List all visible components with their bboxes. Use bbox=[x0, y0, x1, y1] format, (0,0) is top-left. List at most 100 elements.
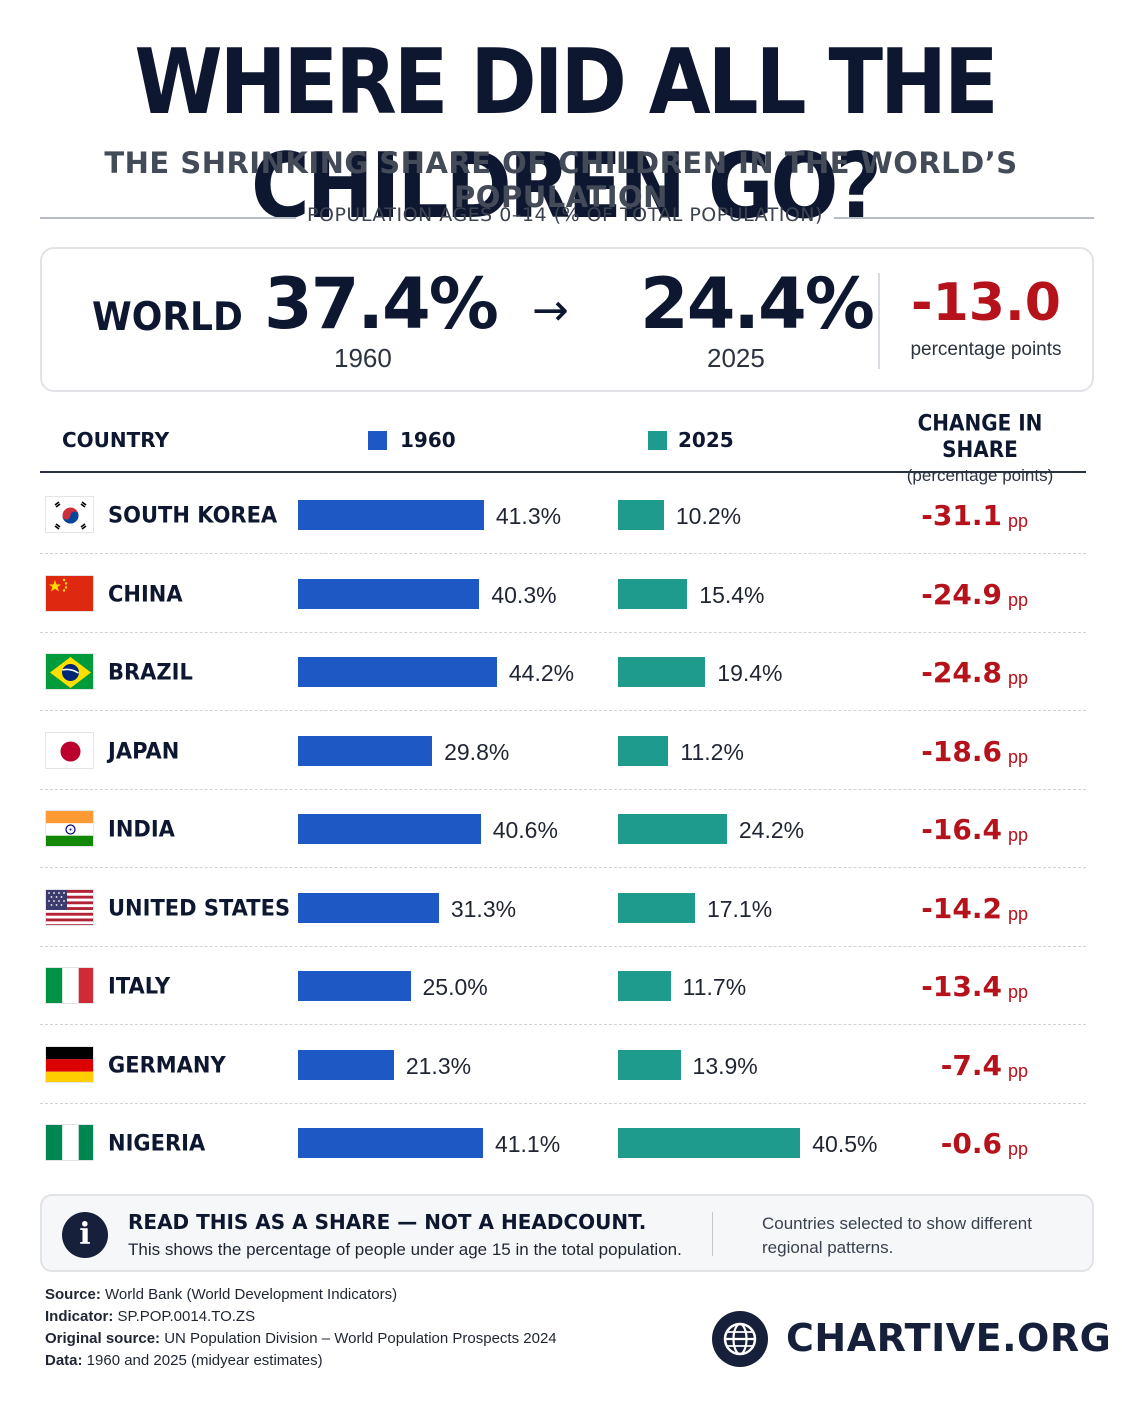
change-value: -24.8 bbox=[921, 656, 1002, 689]
note-side-text: Countries selected to show different reg… bbox=[762, 1214, 1032, 1257]
bar-2025 bbox=[618, 578, 688, 609]
divider bbox=[834, 217, 1094, 219]
table-row: NIGERIA 41.1% 40.5% pp -0.6 bbox=[40, 1103, 1086, 1182]
change-value: -31.1 bbox=[921, 499, 1002, 532]
note-title: READ THIS AS A SHARE — NOT A HEADCOUNT. bbox=[128, 1210, 647, 1234]
bar-1960 bbox=[298, 1049, 394, 1080]
country-name: INDIA bbox=[108, 816, 175, 842]
bar-1960 bbox=[298, 657, 497, 687]
country-name: JAPAN bbox=[108, 737, 180, 764]
table-row: ITALY 25.0% 11.7% pp -13.4 bbox=[40, 946, 1086, 1025]
original-source-value: UN Population Division – World Populatio… bbox=[160, 1330, 557, 1347]
world-year-2025: 2025 bbox=[707, 343, 765, 373]
world-label: WORLD bbox=[92, 294, 243, 341]
indicator-code-label: Indicator: bbox=[45, 1308, 114, 1325]
original-source-line: Original source: UN Population Division … bbox=[45, 1330, 557, 1347]
change-value: -0.6 bbox=[940, 1127, 1002, 1160]
data-line: Data: 1960 and 2025 (midyear estimates) bbox=[45, 1352, 323, 1369]
table-row: BRAZIL 44.2% 19.4% pp -24.8 bbox=[40, 632, 1086, 711]
legend-label-1960: 1960 bbox=[400, 428, 456, 452]
data-label: Data: bbox=[45, 1352, 83, 1369]
legend-swatch-1960 bbox=[368, 431, 387, 450]
country-name: CHINA bbox=[108, 580, 183, 607]
column-header-change: CHANGE IN SHARE (percentage points) bbox=[880, 410, 1080, 486]
bar-label-1960: 21.3% bbox=[405, 1052, 472, 1079]
indicator-header: POPULATION AGES 0–14 (% OF TOTAL POPULAT… bbox=[40, 204, 1094, 230]
india-flag-icon bbox=[45, 810, 94, 847]
bar-2025 bbox=[618, 735, 669, 766]
change-value: -7.4 bbox=[940, 1048, 1002, 1082]
bar-label-2025: 11.7% bbox=[682, 974, 747, 1000]
change-unit: pp bbox=[1007, 1060, 1028, 1081]
world-change-value: -13.0 bbox=[911, 273, 1061, 333]
bar-label-1960: 44.2% bbox=[508, 660, 575, 686]
source-line: Source: World Bank (World Development In… bbox=[45, 1286, 397, 1303]
column-header-change-subtitle: (percentage points) bbox=[906, 466, 1054, 485]
bar-label-2025: 15.4% bbox=[699, 581, 765, 608]
bar-label-2025: 19.4% bbox=[717, 660, 783, 686]
country-name: UNITED STATES bbox=[108, 894, 291, 921]
country-name: BRAZIL bbox=[108, 659, 193, 685]
note-box: i READ THIS AS A SHARE — NOT A HEADCOUNT… bbox=[40, 1194, 1094, 1272]
change-unit: pp bbox=[1007, 746, 1028, 767]
change-unit: pp bbox=[1007, 982, 1028, 1002]
country-name: GERMANY bbox=[108, 1051, 226, 1078]
change-value: -18.6 bbox=[921, 734, 1002, 768]
bar-2025 bbox=[618, 892, 695, 923]
bar-1960 bbox=[298, 814, 481, 844]
divider bbox=[712, 1212, 713, 1256]
change-value: -24.9 bbox=[921, 577, 1002, 611]
indicator-code-value: SP.POP.0014.TO.ZS bbox=[113, 1308, 256, 1325]
legend-swatch-2025 bbox=[648, 431, 667, 450]
page-title: WHERE DID ALL THE CHILDREN GO? bbox=[134, 30, 998, 239]
header-rule bbox=[40, 471, 1086, 473]
bar-1960 bbox=[298, 892, 439, 923]
bar-label-1960: 41.1% bbox=[494, 1131, 561, 1157]
bar-label-2025: 11.2% bbox=[680, 738, 744, 765]
country-name: ITALY bbox=[108, 973, 171, 999]
source-value: World Bank (World Development Indicators… bbox=[100, 1286, 398, 1303]
table-row: INDIA 40.6% 24.2% pp -16.4 bbox=[40, 789, 1086, 868]
change-value: -13.4 bbox=[921, 970, 1002, 1003]
japan-flag-icon bbox=[45, 731, 94, 769]
bar-2025 bbox=[618, 814, 727, 844]
south-korea-flag-icon bbox=[45, 496, 94, 533]
indicator-line: Indicator: SP.POP.0014.TO.ZS bbox=[45, 1308, 255, 1325]
change-value: -14.2 bbox=[921, 891, 1002, 925]
italy-flag-icon bbox=[45, 967, 94, 1004]
change-unit: pp bbox=[1007, 589, 1028, 610]
change-unit: pp bbox=[1007, 825, 1028, 845]
table-row: GERMANY 21.3% 13.9% pp -7.4 bbox=[40, 1025, 1086, 1104]
world-value-2025: 24.4% bbox=[640, 263, 875, 345]
divider bbox=[878, 273, 880, 369]
arrow-right-icon: → bbox=[532, 285, 569, 336]
bar-label-1960: 25.0% bbox=[422, 974, 488, 1000]
change-unit: pp bbox=[1007, 903, 1028, 924]
change-unit: pp bbox=[1007, 511, 1028, 531]
bar-label-1960: 41.3% bbox=[495, 503, 562, 529]
page-subtitle: THE SHRINKING SHARE OF CHILDREN IN THE W… bbox=[104, 146, 1018, 214]
divider bbox=[40, 217, 296, 219]
bar-label-1960: 40.3% bbox=[491, 581, 557, 608]
data-value: 1960 and 2025 (midyear estimates) bbox=[82, 1352, 323, 1369]
table-row: SOUTH KOREA 41.3% 10.2% pp -31.1 bbox=[40, 475, 1086, 554]
bar-label-1960: 31.3% bbox=[450, 895, 517, 922]
bar-label-1960: 29.8% bbox=[444, 738, 510, 765]
bar-label-2025: 24.2% bbox=[738, 817, 805, 843]
country-name: NIGERIA bbox=[108, 1130, 206, 1156]
info-icon: i bbox=[62, 1212, 108, 1258]
column-header-country: COUNTRY bbox=[62, 428, 170, 452]
bar-label-2025: 40.5% bbox=[812, 1131, 878, 1157]
world-year-1960: 1960 bbox=[334, 343, 392, 373]
bar-1960 bbox=[298, 971, 411, 1001]
legend-label-2025: 2025 bbox=[678, 428, 734, 452]
bar-1960 bbox=[298, 500, 484, 530]
bar-1960 bbox=[298, 735, 433, 766]
country-name: SOUTH KOREA bbox=[108, 502, 278, 528]
bar-1960 bbox=[298, 578, 480, 609]
source-label: Source: bbox=[45, 1286, 101, 1303]
world-value-1960: 37.4% bbox=[264, 263, 499, 345]
original-source-label: Original source: bbox=[45, 1330, 161, 1347]
note-text: This shows the percentage of people unde… bbox=[128, 1240, 682, 1259]
table-row: UNITED STATES 31.3% 17.1% pp -14.2 bbox=[40, 868, 1086, 947]
